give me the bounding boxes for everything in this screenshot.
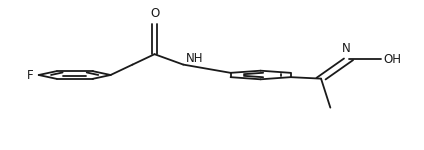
Text: N: N <box>342 42 350 55</box>
Text: NH: NH <box>185 52 203 65</box>
Text: OH: OH <box>383 53 401 66</box>
Text: F: F <box>27 69 33 81</box>
Text: O: O <box>150 7 159 20</box>
